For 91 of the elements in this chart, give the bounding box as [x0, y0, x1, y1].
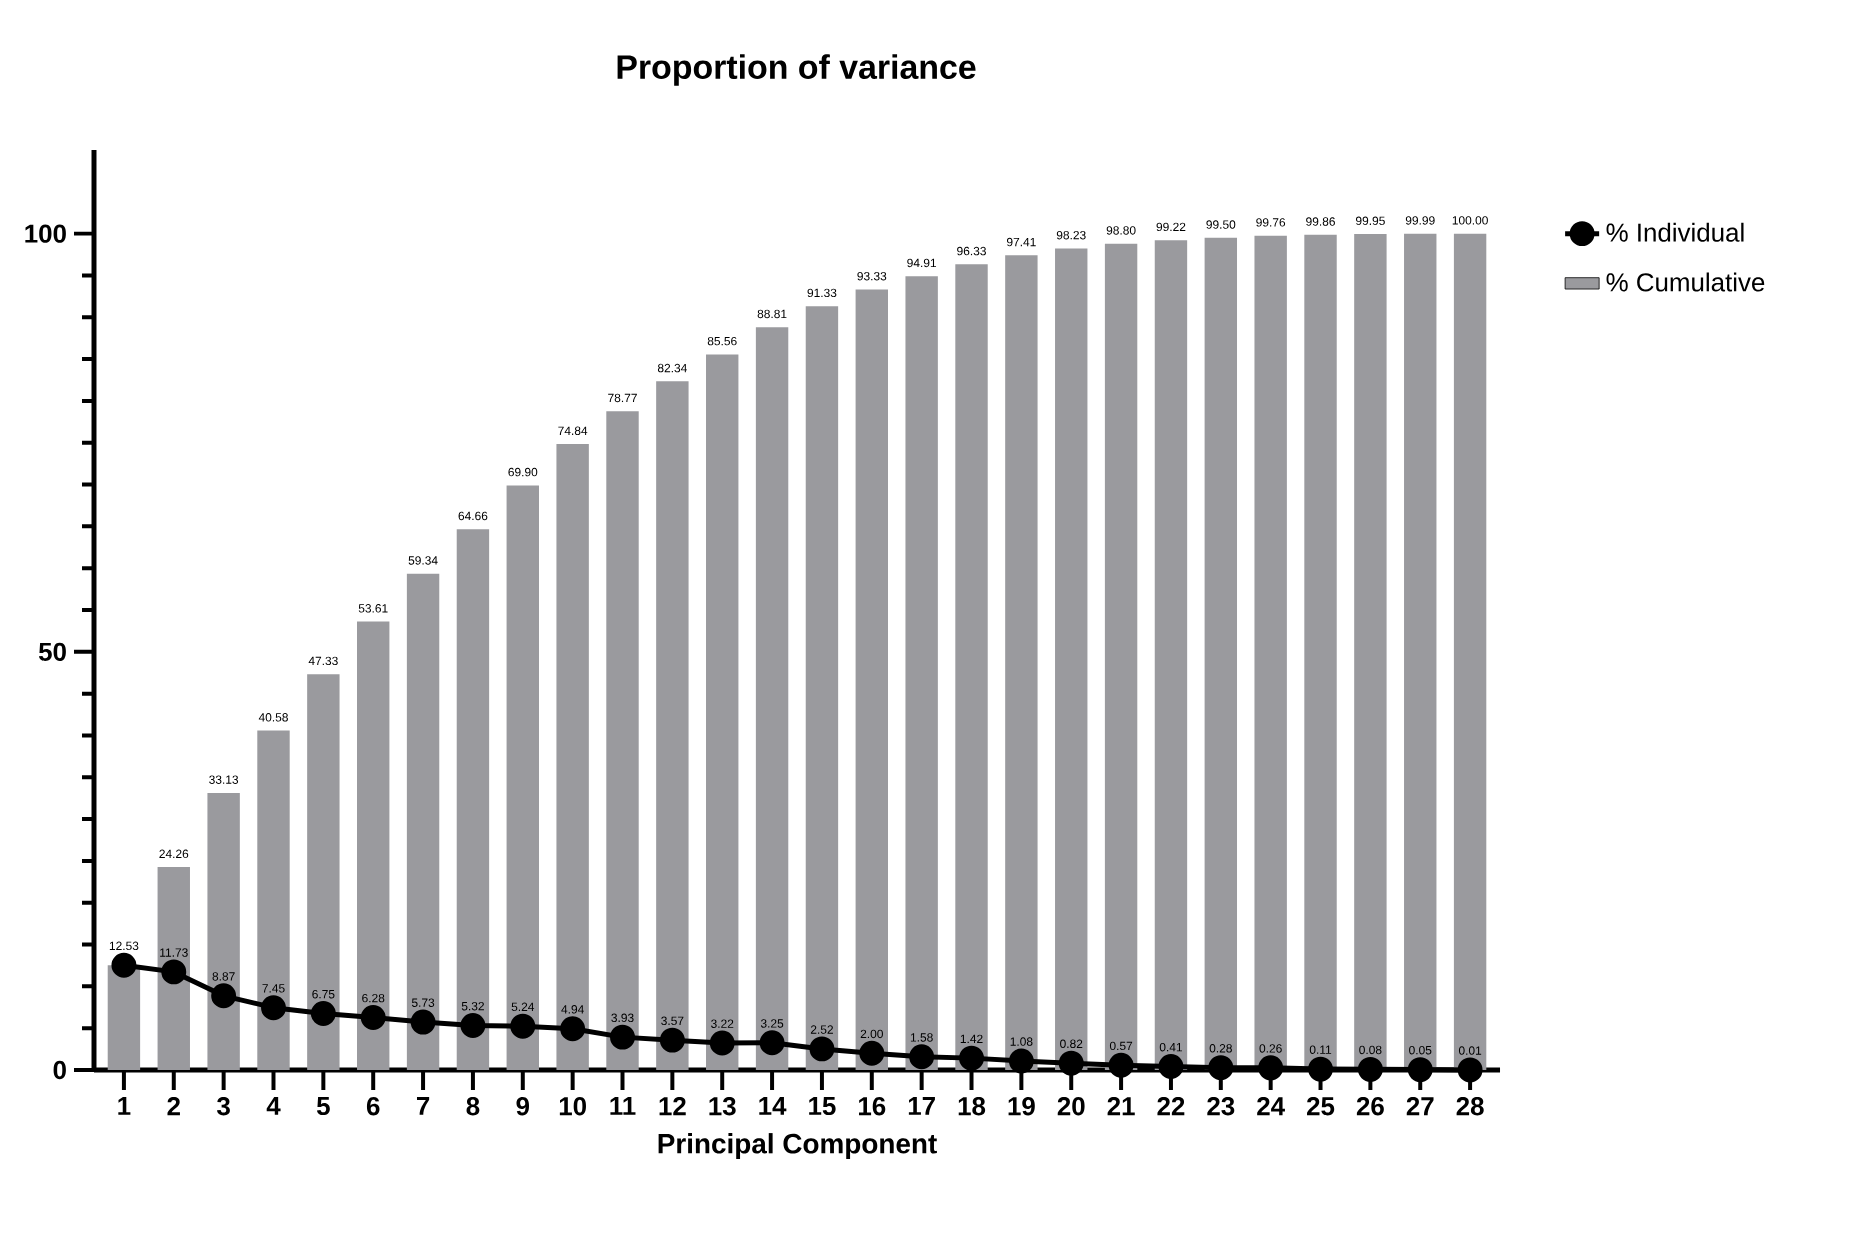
x-tick-label: 20 — [1057, 1097, 1085, 1116]
x-tick-label: 15 — [809, 1097, 836, 1116]
point — [1058, 1050, 1084, 1076]
bar — [357, 621, 390, 1070]
bar — [955, 264, 988, 1070]
x-axis-title: Principal Component — [658, 1133, 937, 1160]
bar — [706, 354, 739, 1070]
legend-label: % Cumulative — [1606, 272, 1765, 292]
x-tick-label: 11 — [610, 1097, 636, 1115]
chart-title: Proportion of variance — [617, 54, 976, 86]
point — [709, 1030, 735, 1056]
point — [1308, 1056, 1333, 1082]
point — [1208, 1055, 1234, 1081]
bar — [257, 730, 290, 1070]
x-tick-label: 23 — [1207, 1097, 1235, 1116]
x-tick-label: 12 — [659, 1097, 686, 1116]
x-tick-label: 22 — [1157, 1097, 1185, 1116]
bar — [1055, 248, 1088, 1070]
bar — [1354, 234, 1387, 1070]
x-tick-label: 6 — [366, 1097, 380, 1116]
bar — [107, 965, 141, 1070]
bar — [157, 867, 190, 1070]
bar — [207, 792, 240, 1070]
bar — [656, 381, 689, 1070]
point — [659, 1027, 685, 1053]
point — [310, 1001, 336, 1026]
x-tick-label: 10 — [559, 1097, 586, 1116]
bar — [1204, 237, 1238, 1070]
x-tick-label: 16 — [859, 1097, 886, 1116]
x-tick-label: 9 — [516, 1097, 530, 1116]
point — [111, 952, 137, 978]
x-tick-label: 19 — [1008, 1097, 1035, 1116]
x-tick-label: 14 — [759, 1097, 787, 1115]
point — [1258, 1055, 1284, 1081]
point — [360, 1005, 386, 1030]
point — [759, 1030, 785, 1056]
bar — [805, 306, 839, 1070]
point — [460, 1013, 486, 1038]
x-tick-label: 24 — [1257, 1097, 1285, 1116]
bar — [1254, 235, 1287, 1070]
point — [161, 959, 187, 985]
y-tick-label: 100 — [25, 224, 66, 243]
point — [610, 1024, 635, 1050]
x-tick-label: 3 — [217, 1097, 230, 1116]
bar — [307, 674, 340, 1070]
bar — [1154, 240, 1188, 1070]
x-tick-label: 28 — [1456, 1097, 1484, 1116]
bar — [456, 529, 490, 1070]
x-tick-label: 8 — [466, 1097, 480, 1116]
bar — [1404, 233, 1437, 1070]
y-tick-label: 0 — [53, 1060, 66, 1080]
bar — [1453, 233, 1487, 1070]
point — [909, 1044, 935, 1070]
x-tick-label: 26 — [1356, 1097, 1384, 1116]
bar — [755, 327, 789, 1070]
bar — [506, 485, 539, 1070]
legend-label: % Individual — [1606, 222, 1744, 242]
point — [1108, 1052, 1134, 1078]
bar — [556, 444, 589, 1070]
point — [1457, 1057, 1483, 1083]
bar — [1104, 243, 1138, 1070]
bar — [1304, 234, 1337, 1070]
point — [859, 1040, 885, 1066]
point — [809, 1036, 835, 1062]
point — [959, 1045, 984, 1071]
x-tick-label: 21 — [1107, 1097, 1135, 1116]
point — [1357, 1056, 1383, 1082]
point — [261, 995, 286, 1021]
point — [510, 1013, 536, 1039]
x-tick-label: 25 — [1307, 1097, 1335, 1116]
point — [211, 983, 237, 1009]
bar — [606, 411, 639, 1070]
bar — [905, 276, 938, 1070]
x-tick-label: 13 — [709, 1097, 736, 1116]
x-tick-label: 4 — [266, 1097, 281, 1115]
point — [1008, 1048, 1034, 1074]
bar — [406, 573, 440, 1070]
bar — [855, 289, 888, 1070]
x-tick-label: 1 — [118, 1097, 131, 1115]
x-tick-label: 18 — [958, 1097, 986, 1116]
x-tick-label: 17 — [908, 1097, 935, 1115]
x-tick-label: 7 — [416, 1097, 430, 1115]
x-tick-label: 2 — [167, 1097, 180, 1116]
point — [1158, 1054, 1184, 1080]
point — [1407, 1057, 1433, 1083]
x-tick-label: 5 — [316, 1097, 330, 1116]
point — [410, 1009, 436, 1035]
x-tick-label: 27 — [1406, 1097, 1434, 1116]
y-tick-label: 50 — [38, 642, 66, 661]
bar — [1005, 255, 1038, 1070]
point — [560, 1016, 586, 1042]
